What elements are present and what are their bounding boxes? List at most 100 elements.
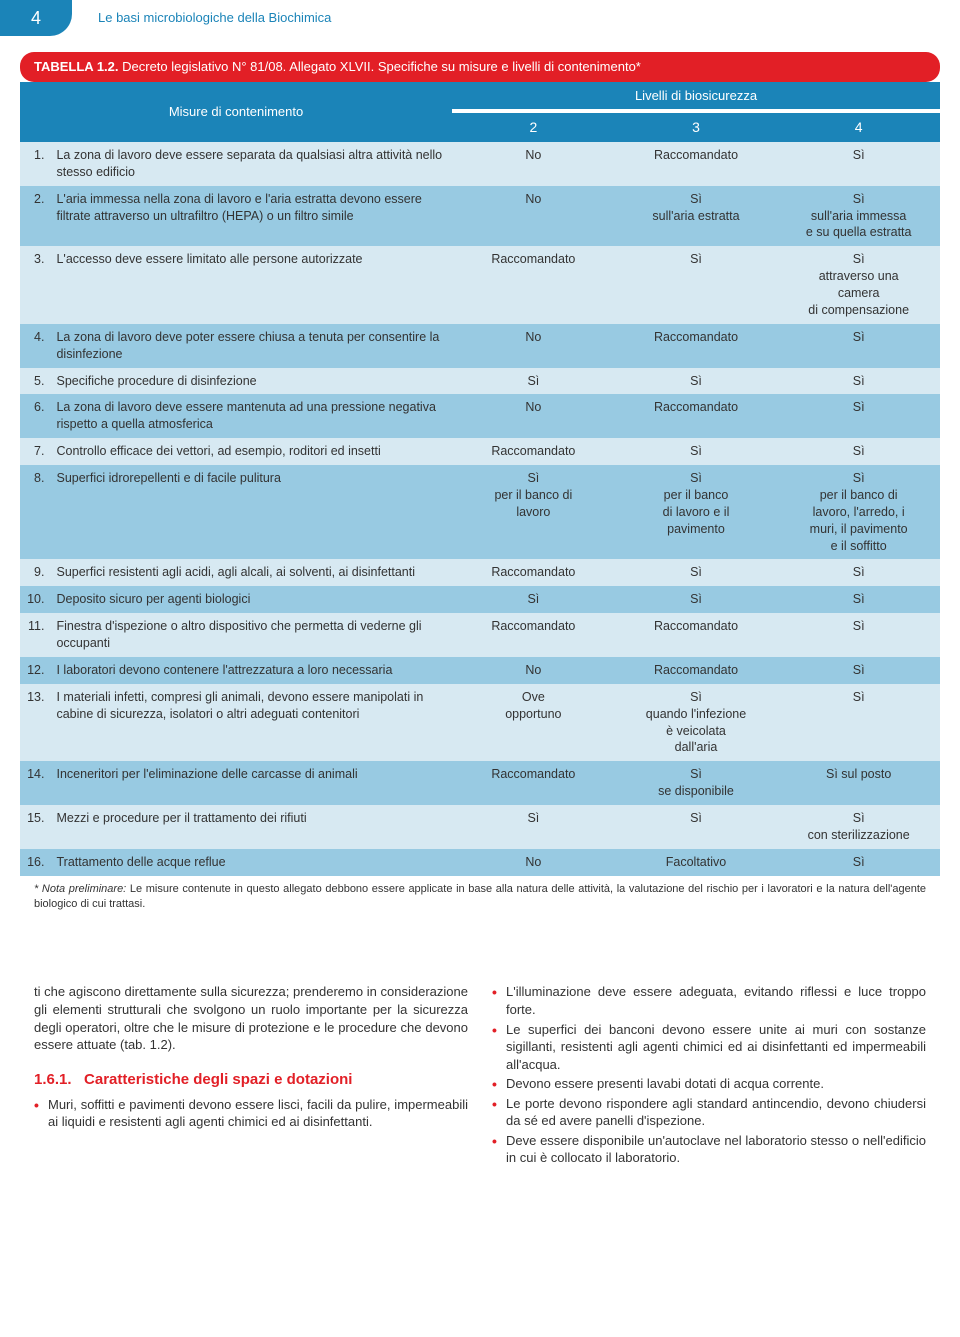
bullet-item: Muri, soffitti e pavimenti devono essere…	[34, 1096, 468, 1131]
row-level-4: Sì	[777, 586, 940, 613]
row-measure: Controllo efficace dei vettori, ad esemp…	[50, 438, 452, 465]
row-level-4: Sì	[777, 657, 940, 684]
row-number: 15.	[20, 805, 50, 849]
row-number: 13.	[20, 684, 50, 762]
bullet-item: Le superfici dei banconi devono essere u…	[492, 1021, 926, 1074]
row-level-2: Sì	[452, 586, 615, 613]
col-header-lv4: 4	[777, 111, 940, 142]
row-number: 16.	[20, 849, 50, 876]
row-level-2: Sì	[452, 805, 615, 849]
row-number: 14.	[20, 761, 50, 805]
table-row: 11.Finestra d'ispezione o altro disposit…	[20, 613, 940, 657]
row-level-3: Sì	[615, 438, 778, 465]
row-measure: I laboratori devono contenere l'attrezza…	[50, 657, 452, 684]
table-caption: TABELLA 1.2. Decreto legislativo N° 81/0…	[20, 52, 940, 82]
row-level-3: Sìsull'aria estratta	[615, 186, 778, 247]
row-level-2: Raccomandato	[452, 559, 615, 586]
row-level-4: Sìcon sterilizzazione	[777, 805, 940, 849]
body-columns: ti che agiscono direttamente sulla sicur…	[20, 983, 940, 1168]
page-header: 4 Le basi microbiologiche della Biochimi…	[0, 0, 940, 36]
col-header-misure: Misure di contenimento	[20, 82, 452, 142]
row-level-2: Raccomandato	[452, 246, 615, 324]
row-level-3: Sì	[615, 805, 778, 849]
table-footnote: * Nota preliminare: Le misure contenute …	[20, 876, 940, 924]
table-row: 6.La zona di lavoro deve essere mantenut…	[20, 394, 940, 438]
row-level-4: Sì	[777, 394, 940, 438]
row-level-3: Raccomandato	[615, 394, 778, 438]
row-number: 4.	[20, 324, 50, 368]
table-row: 1.La zona di lavoro deve essere separata…	[20, 142, 940, 186]
row-level-2: No	[452, 186, 615, 247]
row-level-2: Oveopportuno	[452, 684, 615, 762]
row-level-2: No	[452, 324, 615, 368]
col-header-livelli: Livelli di biosicurezza	[452, 82, 940, 112]
row-level-4: Sì	[777, 613, 940, 657]
row-number: 2.	[20, 186, 50, 247]
row-level-3: Facoltativo	[615, 849, 778, 876]
col-header-lv3: 3	[615, 111, 778, 142]
row-measure: Specifiche procedure di disinfezione	[50, 368, 452, 395]
row-level-4: Sìper il banco dilavoro, l'arredo, imuri…	[777, 465, 940, 559]
row-level-2: Sìper il banco dilavoro	[452, 465, 615, 559]
row-level-3: Sì	[615, 368, 778, 395]
row-level-3: Sìse disponibile	[615, 761, 778, 805]
row-level-3: Sì	[615, 559, 778, 586]
row-level-4: Sì	[777, 559, 940, 586]
table-caption-bold: TABELLA 1.2.	[34, 59, 119, 74]
row-number: 11.	[20, 613, 50, 657]
row-measure: Finestra d'ispezione o altro dispositivo…	[50, 613, 452, 657]
row-number: 9.	[20, 559, 50, 586]
table-row: 10.Deposito sicuro per agenti biologiciS…	[20, 586, 940, 613]
row-number: 6.	[20, 394, 50, 438]
row-level-4: Sìsull'aria immessae su quella estratta	[777, 186, 940, 247]
row-level-3: Sìquando l'infezioneè veicolatadall'aria	[615, 684, 778, 762]
section-heading: 1.6.1. Caratteristiche degli spazi e dot…	[34, 1070, 468, 1090]
row-number: 7.	[20, 438, 50, 465]
row-measure: L'aria immessa nella zona di lavoro e l'…	[50, 186, 452, 247]
row-measure: La zona di lavoro deve essere mantenuta …	[50, 394, 452, 438]
row-level-4: Sì	[777, 368, 940, 395]
table-row: 3.L'accesso deve essere limitato alle pe…	[20, 246, 940, 324]
row-measure: Superfici idrorepellenti e di facile pul…	[50, 465, 452, 559]
row-number: 12.	[20, 657, 50, 684]
table-row: 15.Mezzi e procedure per il trattamento …	[20, 805, 940, 849]
section-number: 1.6.1.	[34, 1071, 72, 1088]
bullet-item: Le porte devono rispondere agli standard…	[492, 1095, 926, 1130]
table-row: 9.Superfici resistenti agli acidi, agli …	[20, 559, 940, 586]
row-number: 5.	[20, 368, 50, 395]
row-level-2: No	[452, 657, 615, 684]
footnote-text: Le misure contenute in questo allegato d…	[34, 883, 926, 910]
row-measure: Superfici resistenti agli acidi, agli al…	[50, 559, 452, 586]
table-row: 13.I materiali infetti, compresi gli ani…	[20, 684, 940, 762]
table-row: 2.L'aria immessa nella zona di lavoro e …	[20, 186, 940, 247]
row-measure: La zona di lavoro deve poter essere chiu…	[50, 324, 452, 368]
table-caption-rest: Decreto legislativo N° 81/08. Allegato X…	[119, 59, 641, 74]
row-measure: La zona di lavoro deve essere separata d…	[50, 142, 452, 186]
row-level-4: Sì	[777, 438, 940, 465]
table-row: 5.Specifiche procedure di disinfezioneSì…	[20, 368, 940, 395]
row-level-2: No	[452, 849, 615, 876]
table-row: 4.La zona di lavoro deve poter essere ch…	[20, 324, 940, 368]
right-column: L'illuminazione deve essere adeguata, ev…	[492, 983, 926, 1168]
row-level-3: Raccomandato	[615, 142, 778, 186]
row-level-2: Raccomandato	[452, 761, 615, 805]
row-level-4: Sì sul posto	[777, 761, 940, 805]
row-number: 10.	[20, 586, 50, 613]
left-column: ti che agiscono direttamente sulla sicur…	[34, 983, 468, 1168]
table: Misure di contenimento Livelli di biosic…	[20, 82, 940, 876]
section-title: Caratteristiche degli spazi e dotazioni	[84, 1071, 352, 1088]
chapter-title: Le basi microbiologiche della Biochimica	[98, 9, 331, 27]
row-number: 3.	[20, 246, 50, 324]
bullet-item: L'illuminazione deve essere adeguata, ev…	[492, 983, 926, 1018]
col-header-lv2: 2	[452, 111, 615, 142]
page-number-tab: 4	[0, 0, 72, 36]
row-level-4: Sìattraverso unacameradi compensazione	[777, 246, 940, 324]
intro-paragraph: ti che agiscono direttamente sulla sicur…	[34, 983, 468, 1053]
row-level-4: Sì	[777, 849, 940, 876]
row-measure: Trattamento delle acque reflue	[50, 849, 452, 876]
row-level-2: Sì	[452, 368, 615, 395]
row-level-3: Raccomandato	[615, 324, 778, 368]
table-row: 16.Trattamento delle acque reflueNoFacol…	[20, 849, 940, 876]
row-level-2: Raccomandato	[452, 613, 615, 657]
row-number: 8.	[20, 465, 50, 559]
